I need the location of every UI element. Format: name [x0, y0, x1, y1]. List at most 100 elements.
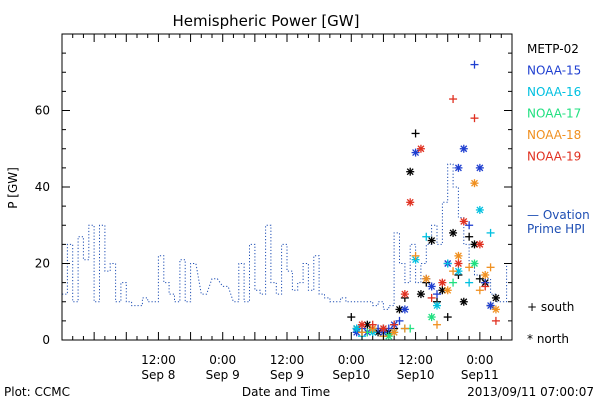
data-point: [449, 278, 458, 287]
ovation-step-line: [62, 163, 512, 310]
data-point: [465, 221, 474, 230]
data-point: [433, 301, 441, 310]
satellite-points: [347, 60, 500, 341]
data-point: [438, 286, 447, 295]
data-point: [443, 259, 452, 268]
data-point: [449, 228, 458, 237]
x-tick-time-label: 12:00: [141, 353, 176, 367]
data-point: [422, 274, 431, 283]
data-point: [427, 313, 436, 322]
ovation-legend-line2: Prime HPI: [527, 222, 585, 236]
data-point: [475, 286, 484, 295]
data-point: [465, 278, 474, 287]
x-axis-label: Date and Time: [242, 385, 330, 399]
data-point: [416, 290, 425, 299]
data-point: [481, 282, 490, 291]
series-noaa-18: [358, 179, 500, 341]
data-point: [454, 259, 463, 268]
data-point: [406, 198, 415, 207]
data-point: [384, 332, 393, 341]
data-point: [470, 60, 479, 69]
data-point: [491, 293, 500, 302]
y-tick-label: 0: [42, 333, 50, 347]
legend-south-marker: + south: [527, 300, 574, 314]
data-point: [347, 313, 356, 322]
data-point: [411, 251, 420, 260]
data-point: [427, 282, 436, 291]
data-point: [470, 259, 479, 268]
x-tick-day-label: Sep 9: [206, 368, 240, 382]
series-metp-02: [347, 129, 500, 337]
plot-frame: [61, 33, 513, 341]
data-point: [427, 293, 436, 302]
data-point: [433, 320, 441, 329]
y-tick-label: 60: [35, 104, 50, 118]
data-point: [358, 328, 366, 337]
y-axis-label: P [GW]: [6, 167, 20, 209]
data-point: [395, 316, 404, 325]
data-point: [443, 313, 452, 322]
data-point: [400, 290, 409, 299]
data-point: [400, 324, 409, 333]
data-point: [486, 228, 495, 237]
data-point: [406, 167, 415, 176]
data-point: [470, 114, 479, 123]
legend-entry-noaa-19: NOAA-19: [527, 150, 581, 164]
legend-entry-noaa-18: NOAA-18: [527, 128, 581, 142]
data-point: [390, 328, 399, 337]
data-point: [459, 297, 468, 306]
x-tick-time-label: 0:00: [338, 353, 365, 367]
x-tick-time-label: 0:00: [209, 353, 236, 367]
data-point: [465, 263, 474, 272]
series-noaa-15: [352, 60, 495, 337]
x-tick-day-label: Sep10: [332, 368, 370, 382]
data-point: [427, 236, 436, 245]
x-tick-day-label: Sep 8: [141, 368, 175, 382]
data-point: [459, 217, 468, 226]
data-point: [486, 263, 495, 272]
legend: METP-02 NOAA-15 NOAA-16 NOAA-17 NOAA-18 NOAA-…: [527, 42, 581, 164]
series-noaa-17: [363, 259, 479, 341]
data-point: [475, 274, 484, 283]
data-point: [454, 163, 463, 172]
data-point: [411, 129, 420, 138]
data-point: [475, 205, 484, 214]
data-point: [475, 240, 484, 249]
data-point: [438, 278, 447, 287]
data-point: [358, 320, 366, 329]
data-point: [470, 240, 479, 249]
data-point: [433, 290, 441, 299]
data-point: [449, 267, 458, 276]
data-point: [475, 163, 484, 172]
y-tick-label: 20: [35, 257, 50, 271]
data-point: [491, 316, 500, 325]
legend-entry-noaa-15: NOAA-15: [527, 64, 581, 78]
data-point: [422, 232, 431, 241]
series-noaa-19: [358, 95, 500, 333]
y-tick-label: 40: [35, 180, 50, 194]
data-point: [459, 144, 468, 153]
data-point: [368, 320, 377, 329]
data-point: [470, 179, 479, 188]
legend-entry-noaa-16: NOAA-16: [527, 85, 581, 99]
ovation-legend-line1: — Ovation: [527, 208, 590, 222]
data-point: [416, 144, 425, 153]
chart-title: Hemispheric Power [GW]: [173, 12, 360, 30]
x-tick-day-label: Sep10: [397, 368, 435, 382]
x-tick-day-label: Sep 9: [270, 368, 304, 382]
data-point: [486, 301, 495, 310]
footer-timestamp: 2013/09/11 07:00:07: [467, 385, 594, 399]
legend-entry-noaa-17: NOAA-17: [527, 107, 581, 121]
ovation-series: [62, 163, 512, 310]
data-point: [352, 324, 361, 333]
data-point: [481, 270, 490, 279]
data-point: [454, 251, 463, 260]
data-point: [379, 324, 388, 333]
data-point: [400, 305, 409, 314]
data-point: [491, 305, 500, 314]
data-point: [390, 320, 399, 329]
data-point: [443, 286, 452, 295]
x-tick-time-label: 12:00: [270, 353, 305, 367]
